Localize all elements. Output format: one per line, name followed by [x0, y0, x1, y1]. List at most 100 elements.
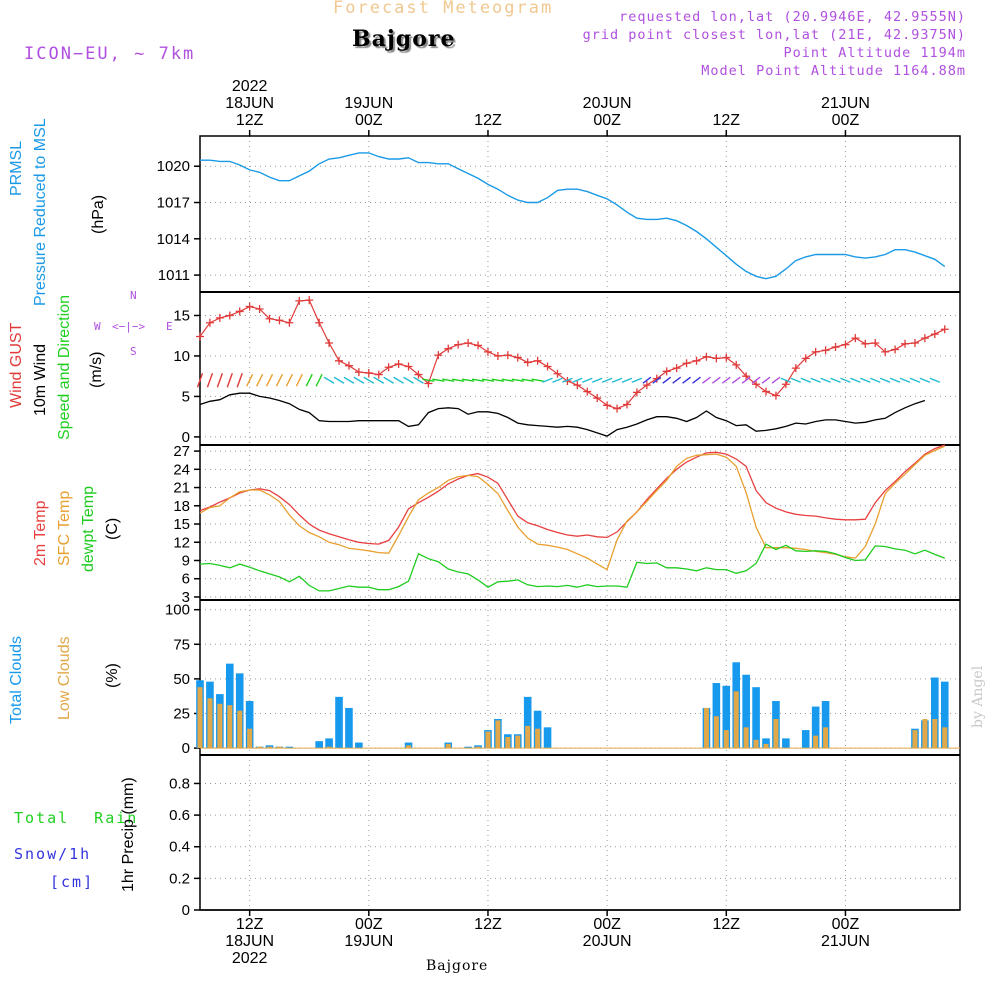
total-cloud-bar — [940, 681, 949, 749]
total-cloud-bar — [235, 673, 244, 749]
clouds-y-tick-label: 50 — [173, 671, 190, 688]
gust-marker — [305, 296, 314, 305]
precip-y-tick-label: 0 — [182, 902, 190, 919]
wind-direction-arrow — [255, 373, 264, 387]
clouds-y-tick-label: 100 — [165, 602, 190, 619]
total-cloud-bar — [811, 706, 820, 749]
clouds-y-tick-label: 0 — [182, 740, 190, 757]
gust-marker — [752, 380, 761, 389]
gust-marker — [275, 316, 284, 325]
low-cloud-bar — [247, 728, 253, 749]
wind-direction-arrow — [731, 376, 741, 384]
top-time-label: 2022 18JUN 12Z — [225, 78, 275, 129]
total-cloud-bar — [335, 696, 343, 749]
total-cloud-bar — [355, 742, 363, 749]
gust-marker — [841, 340, 850, 349]
wind-direction-arrow — [461, 378, 475, 382]
gust-marker — [483, 347, 492, 356]
gust-marker — [464, 339, 473, 347]
gust-line — [199, 299, 946, 410]
gust-marker — [543, 362, 552, 371]
total-cloud-bar — [464, 746, 472, 749]
wind-direction-arrow — [631, 377, 643, 383]
low-cloud-bar — [525, 725, 531, 749]
gust-marker — [910, 339, 919, 347]
gust-marker — [414, 370, 423, 379]
gust-marker — [831, 343, 840, 352]
gust-marker — [762, 387, 771, 396]
bottom-time-label: 12Z 18JUN 2022 — [225, 916, 275, 967]
total-cloud-bar — [712, 683, 721, 749]
gust-marker — [454, 340, 463, 349]
low-cloud-bar — [703, 707, 709, 749]
footer-location: Bajgore — [426, 958, 489, 974]
total-cloud-bar — [782, 738, 790, 749]
wind-direction-arrow — [353, 376, 365, 384]
wind-direction-arrow — [246, 373, 254, 387]
low-cloud-bar — [813, 735, 819, 749]
wind-direction-arrow — [491, 378, 505, 382]
gust-marker — [523, 358, 532, 367]
low-cloud-bar — [515, 735, 521, 749]
top-time-label: 20JUN 00Z — [582, 95, 632, 129]
compass-east: E — [166, 320, 173, 333]
low-cloud-bar — [267, 746, 273, 749]
wind-direction-arrow — [206, 373, 214, 388]
gust-marker — [315, 318, 324, 327]
wind-direction-arrow — [531, 378, 544, 382]
wind-speed-line — [199, 392, 926, 437]
gust-marker — [444, 344, 453, 353]
wind-direction-arrow — [582, 377, 593, 383]
top-time-label: 21JUN 00Z — [820, 95, 870, 129]
total-cloud-bar — [325, 738, 333, 749]
wind-direction-arrow — [771, 376, 781, 384]
gust-marker — [255, 305, 264, 313]
wind-direction-arrow — [343, 376, 355, 384]
gust-marker — [285, 318, 294, 327]
wind-direction-arrow — [363, 376, 375, 384]
compass-north: N — [130, 289, 137, 302]
wind-direction-arrow — [662, 376, 672, 384]
precip-y-tick-label: 0.6 — [169, 807, 190, 824]
gust-marker — [325, 339, 334, 347]
low-cloud-bar — [912, 730, 918, 749]
gust-marker — [613, 404, 622, 413]
gust-marker — [871, 339, 880, 347]
low-cloud-bar — [723, 730, 729, 749]
clouds-y-tick-label: 75 — [173, 636, 190, 653]
wind-direction-arrow — [285, 373, 293, 387]
wind-direction-arrow — [840, 377, 851, 383]
grid-point-coords: grid point closest lon,lat (21E, 42.9375… — [582, 27, 966, 43]
gust-marker — [930, 330, 939, 339]
total-cloud-bar — [801, 730, 810, 749]
gust-marker — [940, 325, 949, 334]
plot-frame — [199, 135, 961, 911]
low-cloud-bar — [505, 737, 511, 749]
gust-marker — [851, 334, 860, 343]
wind-direction-arrow — [820, 377, 831, 383]
wind-y-tick-label: 5 — [182, 388, 190, 405]
gust-marker — [235, 307, 244, 316]
wind-direction-arrow — [413, 376, 424, 384]
wind-direction-arrow — [621, 377, 633, 383]
precip-y-tick-label: 0.2 — [169, 870, 190, 887]
low-cloud-bar — [257, 746, 263, 749]
gust-marker — [196, 332, 204, 341]
total-cloud-bar — [345, 707, 353, 749]
gust-marker — [811, 347, 820, 356]
gust-marker — [533, 356, 542, 365]
gust-marker — [553, 369, 562, 378]
model-point-altitude: Model Point Altitude 1164.88m — [701, 63, 966, 79]
gust-marker — [801, 354, 810, 363]
gust-marker — [384, 363, 393, 372]
gust-marker — [364, 368, 373, 377]
wind-direction-arrow — [642, 376, 652, 384]
gust-marker — [513, 353, 522, 362]
wind-direction-arrow — [692, 376, 701, 384]
wind-direction-arrow — [860, 377, 871, 383]
gust-marker — [354, 368, 363, 377]
gust-marker — [394, 360, 403, 369]
low-cloud-bar — [276, 746, 282, 749]
low-cloud-bar — [713, 716, 719, 749]
total-cloud-bar — [285, 746, 294, 749]
